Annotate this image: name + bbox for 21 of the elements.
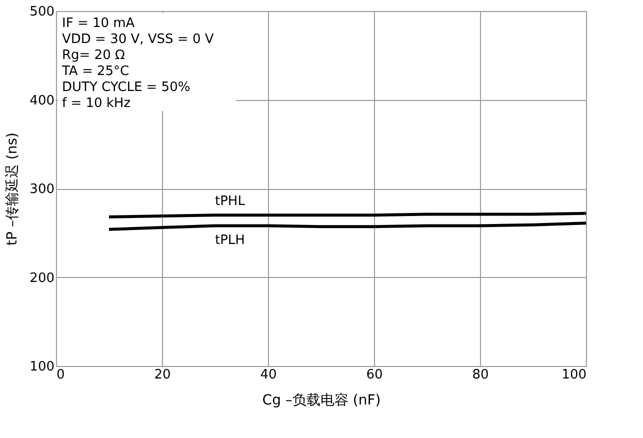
x-tick-label: 100 (562, 368, 586, 382)
y-tick-label: 400 (30, 93, 54, 108)
x-tick-label: 20 (154, 368, 171, 382)
y-tick-label: 500 (30, 4, 54, 20)
x-tick-label: 80 (472, 368, 489, 382)
annotation: TA = 25°C (61, 64, 130, 79)
annotation: IF = 10 mA (62, 16, 135, 31)
series-label: tPLH (215, 232, 245, 248)
y-tick-label: 200 (30, 270, 54, 286)
annotation: VDD = 30 V, VSS = 0 V (62, 32, 214, 47)
x-tick-label: 40 (260, 368, 277, 382)
x-axis-title: Cg –负载电容 (nF) (262, 392, 381, 408)
annotation: DUTY CYCLE = 50% (62, 80, 190, 95)
x-tick-label: 0 (56, 368, 65, 382)
x-tick-label: 60 (366, 368, 383, 382)
line-series (108, 222, 588, 231)
y-axis-title: tP –传输延迟 (ns) (4, 132, 21, 246)
annotation: Rg= 20 Ω (62, 48, 125, 63)
annotation: f = 10 kHz (62, 96, 131, 111)
series-label: tPHL (215, 194, 246, 210)
y-tick-label: 300 (30, 182, 54, 197)
